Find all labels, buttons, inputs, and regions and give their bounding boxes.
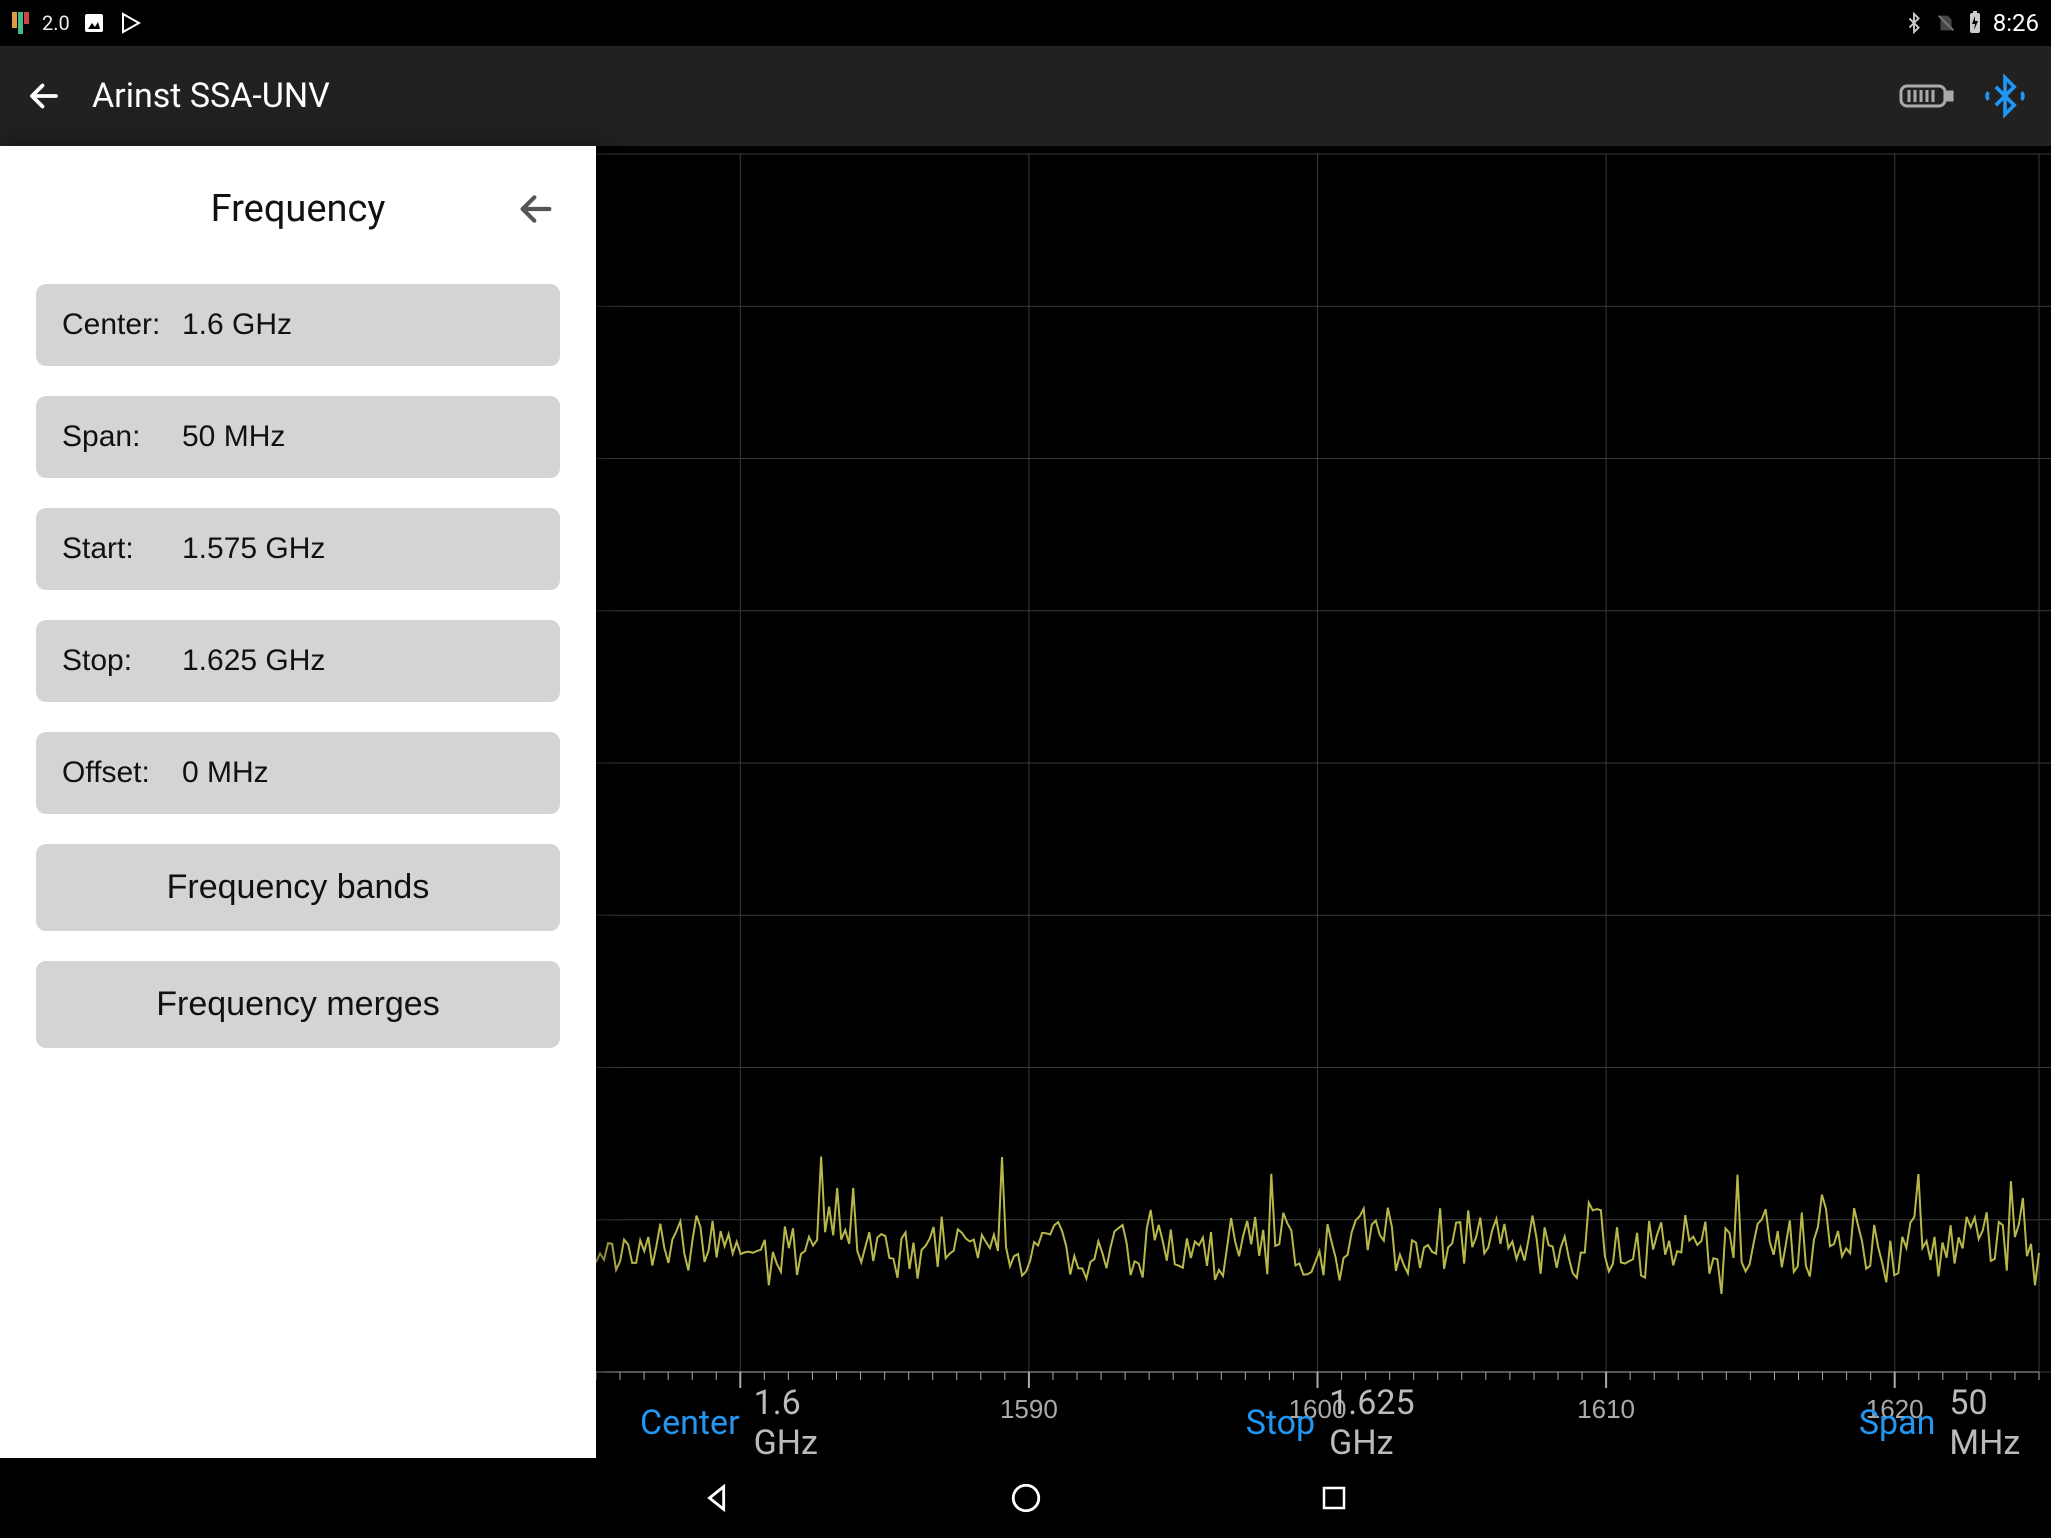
main-area: 1590160016101620 Center 1.6 GHz Stop 1.6… [0,146,2051,1458]
footer-center: Center 1.6 GHz [640,1383,856,1463]
android-nav-bar [0,1458,2051,1538]
setting-label: Span: [62,420,182,454]
frequency-sidebar: Frequency Center: 1.6 GHz Span: 50 MHz S… [0,146,596,1458]
nav-back-button[interactable] [694,1474,742,1522]
center-frequency-button[interactable]: Center: 1.6 GHz [36,284,560,366]
button-label: Frequency bands [167,868,430,907]
app-toolbar: Arinst SSA-UNV [0,46,2051,146]
status-app-label: 2.0 [42,11,70,35]
footer-span: Span 50 MHz [1859,1383,2051,1463]
sidebar-title: Frequency [211,187,386,231]
battery-charging-icon [1967,11,1983,35]
play-store-icon [118,11,142,35]
bluetooth-icon [1903,12,1925,34]
app-title: Arinst SSA-UNV [92,76,330,116]
frequency-merges-button[interactable]: Frequency merges [36,961,560,1048]
footer-span-key: Span [1859,1403,1936,1443]
setting-value: 50 MHz [182,420,285,454]
setting-label: Start: [62,532,182,566]
android-status-bar: 2.0 8:26 [0,0,2051,46]
setting-value: 1.625 GHz [182,644,325,678]
button-label: Frequency merges [156,985,439,1024]
equalizer-icon [12,12,30,34]
footer-span-value: 50 MHz [1949,1383,2051,1463]
setting-value: 1.6 GHz [182,308,292,342]
footer-center-key: Center [640,1403,740,1443]
setting-label: Center: [62,308,182,342]
offset-button[interactable]: Offset: 0 MHz [36,732,560,814]
footer-stop: Stop 1.625 GHz [1246,1383,1469,1463]
setting-value: 1.575 GHz [182,532,325,566]
frequency-bands-button[interactable]: Frequency bands [36,844,560,931]
status-time: 8:26 [1993,9,2039,37]
setting-label: Offset: [62,756,182,790]
nav-home-button[interactable] [1002,1474,1050,1522]
image-icon [82,11,106,35]
nav-recent-button[interactable] [1310,1474,1358,1522]
sidebar-back-button[interactable] [512,185,560,233]
setting-value: 0 MHz [182,756,269,790]
setting-label: Stop: [62,644,182,678]
start-frequency-button[interactable]: Start: 1.575 GHz [36,508,560,590]
span-button[interactable]: Span: 50 MHz [36,396,560,478]
bluetooth-connected-icon[interactable] [1983,74,2027,118]
stop-frequency-button[interactable]: Stop: 1.625 GHz [36,620,560,702]
footer-stop-value: 1.625 GHz [1329,1383,1469,1463]
device-battery-icon [1899,80,1955,112]
footer-stop-key: Stop [1246,1403,1315,1443]
no-sim-icon [1935,12,1957,34]
back-button[interactable] [24,76,64,116]
footer-center-value: 1.6 GHz [754,1383,856,1463]
